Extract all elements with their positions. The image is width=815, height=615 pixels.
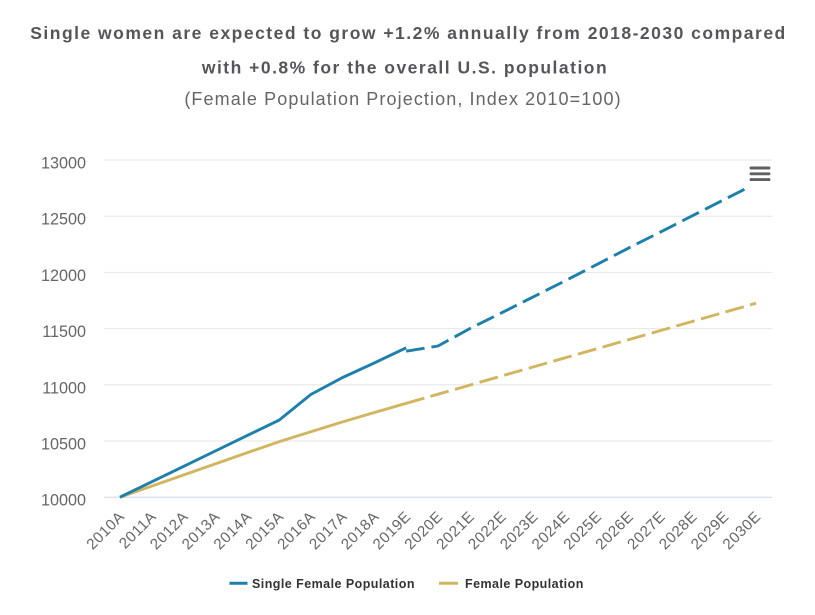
svg-text:12000: 12000 (41, 267, 86, 285)
svg-text:Single women are expected to g: Single women are expected to grow +1.2% … (30, 23, 786, 43)
svg-text:Single Female Population: Single Female Population (252, 577, 415, 591)
svg-text:(Female Population Projection,: (Female Population Projection, Index 201… (184, 89, 621, 109)
svg-text:Female Population: Female Population (465, 577, 584, 591)
svg-text:with +0.8% for the overall U.S: with +0.8% for the overall U.S. populati… (201, 58, 608, 78)
svg-text:10500: 10500 (41, 436, 86, 454)
svg-text:13000: 13000 (41, 155, 86, 173)
svg-text:12500: 12500 (41, 211, 86, 229)
svg-text:10000: 10000 (41, 492, 86, 510)
svg-text:11500: 11500 (42, 323, 86, 341)
svg-text:11000: 11000 (42, 379, 86, 397)
